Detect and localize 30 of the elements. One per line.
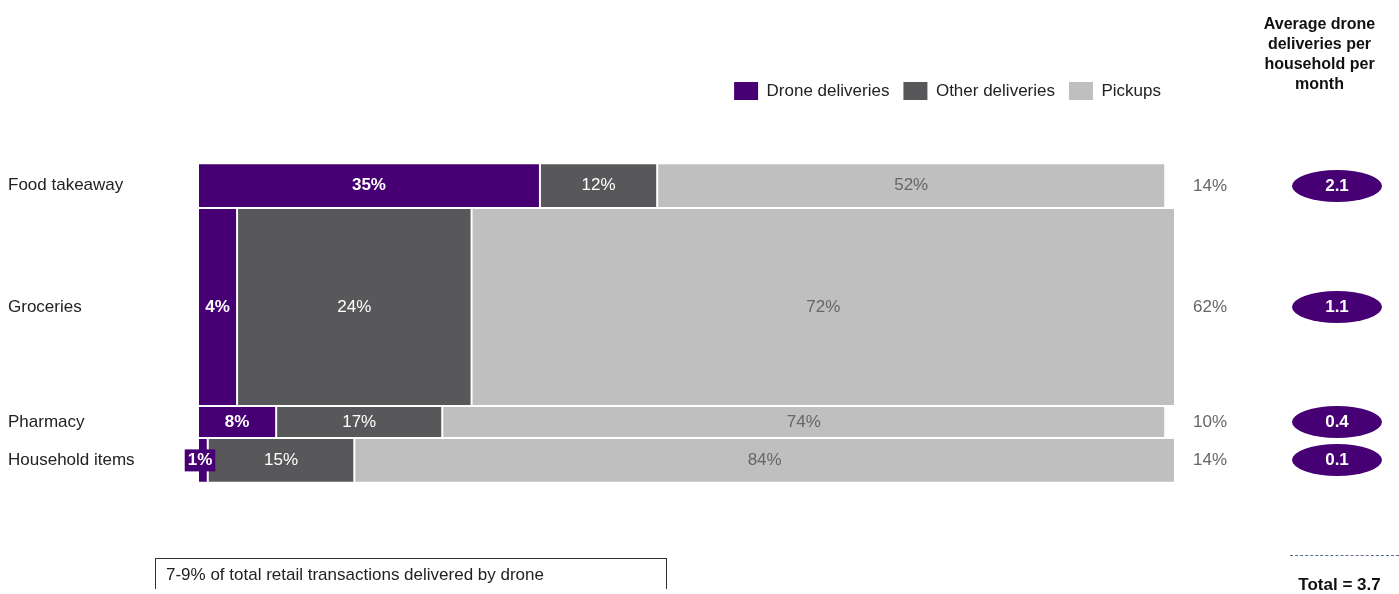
- data-label: 35%: [351, 175, 386, 195]
- y-tick-label: Groceries: [8, 296, 82, 316]
- data-label: 52%: [894, 175, 929, 195]
- data-label: 1%: [187, 450, 213, 470]
- data-label: 24%: [337, 296, 372, 316]
- data-label: 12%: [581, 175, 616, 195]
- y-tick-label: Food takeaway: [8, 175, 124, 195]
- data-label: 14%: [1192, 175, 1228, 196]
- data-label: 74%: [786, 411, 821, 431]
- data-label: 84%: [747, 450, 782, 470]
- data-label: 0.4: [1292, 406, 1382, 439]
- data-label: 15%: [264, 450, 299, 470]
- data-label: 8%: [224, 411, 250, 431]
- data-label: 72%: [806, 296, 841, 316]
- data-label: 14%: [1192, 450, 1228, 471]
- legend-label: Other deliveries: [935, 80, 1055, 100]
- data-label: 2.1: [1292, 169, 1382, 202]
- data-label: 10%: [1192, 412, 1228, 433]
- y-tick-label: Pharmacy: [8, 411, 86, 431]
- text: Average drone deliveries per household per month: [1262, 14, 1377, 94]
- data-label: 62%: [1192, 297, 1228, 318]
- data-label: 1.1: [1292, 291, 1382, 324]
- legend-label: Drone deliveries: [766, 80, 890, 100]
- y-tick-label: Household items: [8, 450, 135, 470]
- text: Total = 3.7: [1297, 575, 1382, 594]
- data-label: 17%: [342, 411, 377, 431]
- data-label: 4%: [205, 296, 230, 316]
- data-label: 0.1: [1292, 444, 1382, 477]
- text: 7-9% of total retail transactions delivered by drone: [155, 558, 667, 589]
- legend-label: Pickups: [1101, 80, 1162, 100]
